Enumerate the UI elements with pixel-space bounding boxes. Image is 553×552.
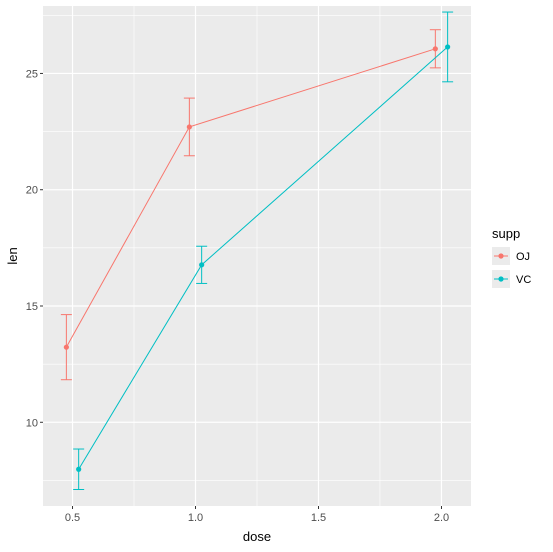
data-layer	[60, 11, 454, 490]
y-tick-label: 15	[26, 301, 38, 313]
y-tick-label: 20	[26, 185, 38, 197]
x-axis-title: dose	[243, 529, 271, 544]
y-axis-title: len	[5, 247, 20, 264]
legend: supp OJ VC	[492, 226, 531, 288]
legend-key-point-oj	[498, 253, 504, 259]
legend-keys: OJ VC	[492, 247, 531, 288]
y-tick-label: 10	[26, 417, 38, 429]
y-tick-label: 25	[26, 68, 38, 80]
legend-label-vc: VC	[516, 274, 531, 286]
legend-title: supp	[492, 226, 520, 241]
data-point-oj	[186, 124, 192, 130]
data-point-oj	[63, 344, 69, 350]
x-tick-label: 2.0	[434, 512, 449, 524]
data-point-vc	[445, 44, 451, 50]
x-tick-label: 1.0	[188, 512, 203, 524]
legend-key-point-vc	[498, 276, 504, 282]
axis-layer: 0.5 1.0 1.5 2.0 10 15 20 25	[26, 68, 449, 524]
data-point-vc	[76, 466, 82, 472]
x-tick-label: 0.5	[65, 512, 80, 524]
x-tick-label: 1.5	[311, 512, 326, 524]
data-point-vc	[199, 262, 205, 268]
grid-layer	[43, 6, 471, 506]
data-point-oj	[432, 46, 438, 52]
legend-label-oj: OJ	[516, 251, 530, 263]
